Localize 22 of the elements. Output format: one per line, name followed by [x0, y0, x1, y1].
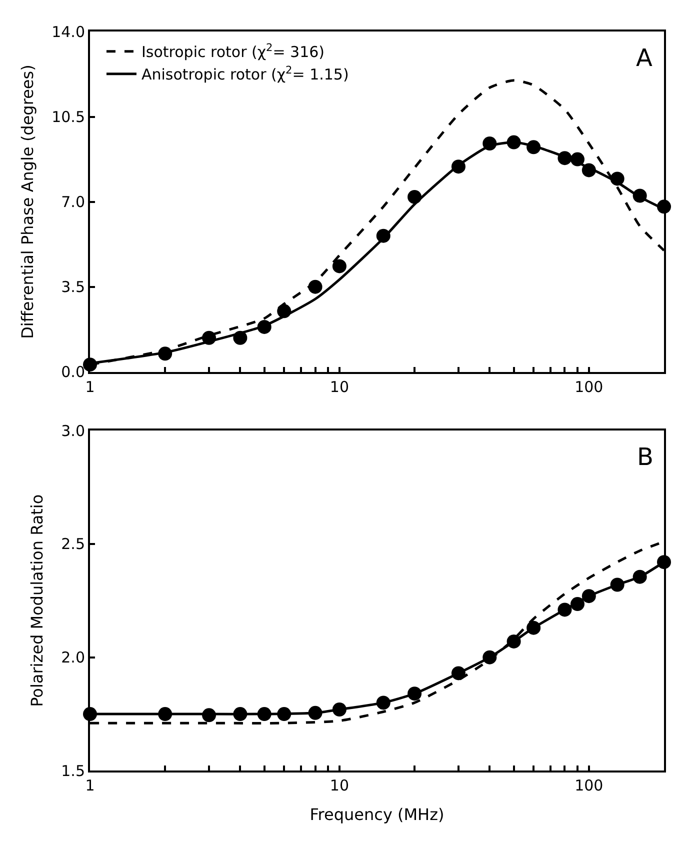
x-axis-title: Frequency (MHz)	[310, 804, 444, 824]
annotation: B	[637, 443, 654, 471]
y-tick-label: 14.0	[52, 22, 85, 41]
y-axis-title: Differential Phase Angle (degrees)	[18, 64, 37, 339]
x-tick-label: 10	[330, 378, 349, 396]
y-tick-label: 1.5	[61, 762, 85, 780]
x-tick-label: 100	[574, 776, 604, 795]
y-tick-label: 0.0	[61, 363, 85, 382]
y-tick-label: 3.0	[61, 422, 85, 440]
y-tick-label: 2.0	[61, 648, 85, 667]
x-tick-label: 1	[85, 378, 95, 396]
x-tick-label: 100	[574, 378, 604, 396]
y-tick-label: 7.0	[61, 193, 85, 212]
y-tick-label: 3.5	[61, 278, 85, 296]
x-tick-label: 1	[85, 776, 95, 795]
legend-label: Anisotropic rotor (χ$^{2}$= 1.15)	[141, 64, 349, 84]
annotation: A	[636, 44, 653, 72]
x-tick-label: 10	[330, 776, 349, 795]
legend-label: Isotropic rotor (χ$^{2}$= 316)	[141, 42, 325, 62]
y-tick-label: 10.5	[52, 108, 85, 126]
y-tick-label: 2.5	[61, 535, 85, 554]
y-axis-title: Polarized Modulation Ratio	[28, 494, 47, 707]
